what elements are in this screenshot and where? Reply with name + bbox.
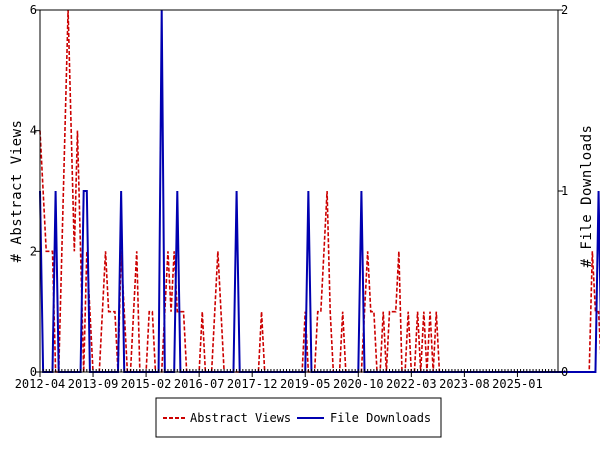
y-axis-right-title: # File Downloads [579,125,595,268]
y-left-tick-label: 2 [30,244,37,258]
y-right-tick-label: 2 [561,3,568,17]
x-tick-label: 2020-10 [333,377,384,391]
axes-layer: 2012-04 2013-09 2015-02 2016-07 2017-12 2019-… [15,3,569,391]
x-tick-label: 2016-07 [174,377,225,391]
y-left-tick-label: 0 [30,365,37,379]
y-right-tick-label: 1 [561,184,568,198]
x-tick-label: 2023-08 [439,377,490,391]
y-right-tick-label: 0 [561,365,568,379]
y-left-tick-label: 4 [30,124,37,138]
legend-label-abstract-views: Abstract Views [190,411,291,425]
y-axis-left-title: # Abstract Views [9,120,25,263]
x-tick-label: 2012-04 [15,377,66,391]
x-tick-label: 2017-12 [227,377,278,391]
legend: Abstract Views File Downloads [155,397,442,438]
x-tick-label: 2015-02 [121,377,172,391]
y-left-tick-label: 6 [30,3,37,17]
legend-label-file-downloads: File Downloads [330,411,431,425]
x-tick-label: 2025-01 [492,377,543,391]
x-tick-label: 2019-05 [280,377,331,391]
x-tick-label: 2013-09 [68,377,119,391]
x-tick-label: 2022-03 [386,377,437,391]
